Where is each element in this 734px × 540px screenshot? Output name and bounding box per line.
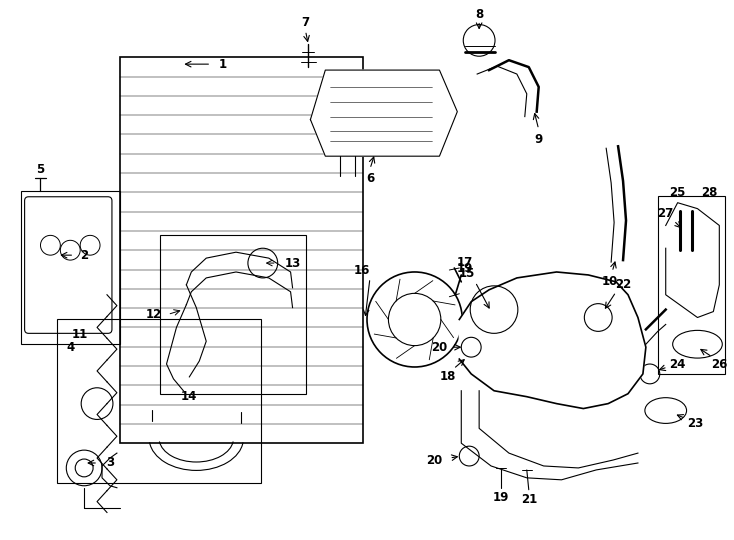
Text: 14: 14 bbox=[181, 390, 197, 403]
Text: 9: 9 bbox=[534, 133, 543, 146]
Text: 10: 10 bbox=[602, 275, 618, 288]
Bar bbox=[658, 196, 725, 374]
Text: 19: 19 bbox=[457, 261, 473, 274]
Text: 3: 3 bbox=[106, 456, 114, 469]
Text: 16: 16 bbox=[354, 264, 370, 276]
Bar bbox=[159, 235, 307, 394]
Polygon shape bbox=[459, 272, 646, 409]
Text: 15: 15 bbox=[459, 267, 476, 280]
Circle shape bbox=[463, 24, 495, 56]
Bar bbox=[120, 57, 363, 443]
Text: 28: 28 bbox=[701, 186, 718, 199]
Text: 22: 22 bbox=[615, 278, 631, 292]
Text: 12: 12 bbox=[145, 308, 161, 321]
Text: 23: 23 bbox=[687, 417, 704, 430]
Text: 8: 8 bbox=[475, 8, 483, 21]
Circle shape bbox=[367, 272, 462, 367]
Text: 11: 11 bbox=[72, 328, 88, 341]
Text: 5: 5 bbox=[37, 163, 45, 176]
Text: 17: 17 bbox=[457, 255, 473, 268]
Bar bbox=[21, 191, 120, 344]
Polygon shape bbox=[666, 202, 719, 318]
Text: 25: 25 bbox=[669, 186, 686, 199]
Text: 2: 2 bbox=[80, 248, 88, 262]
Text: 6: 6 bbox=[366, 172, 374, 185]
Text: 13: 13 bbox=[285, 256, 301, 269]
Text: 21: 21 bbox=[520, 493, 537, 506]
Text: 27: 27 bbox=[658, 207, 674, 220]
Text: 26: 26 bbox=[711, 357, 727, 370]
Text: 7: 7 bbox=[302, 16, 310, 29]
Polygon shape bbox=[310, 70, 457, 156]
Text: 19: 19 bbox=[493, 491, 509, 504]
Text: 20: 20 bbox=[432, 341, 448, 354]
Bar bbox=[57, 320, 261, 483]
Text: 18: 18 bbox=[439, 370, 456, 383]
Text: 24: 24 bbox=[669, 357, 686, 370]
Text: 4: 4 bbox=[66, 341, 74, 354]
Text: 1: 1 bbox=[219, 58, 227, 71]
Text: 20: 20 bbox=[426, 454, 443, 467]
